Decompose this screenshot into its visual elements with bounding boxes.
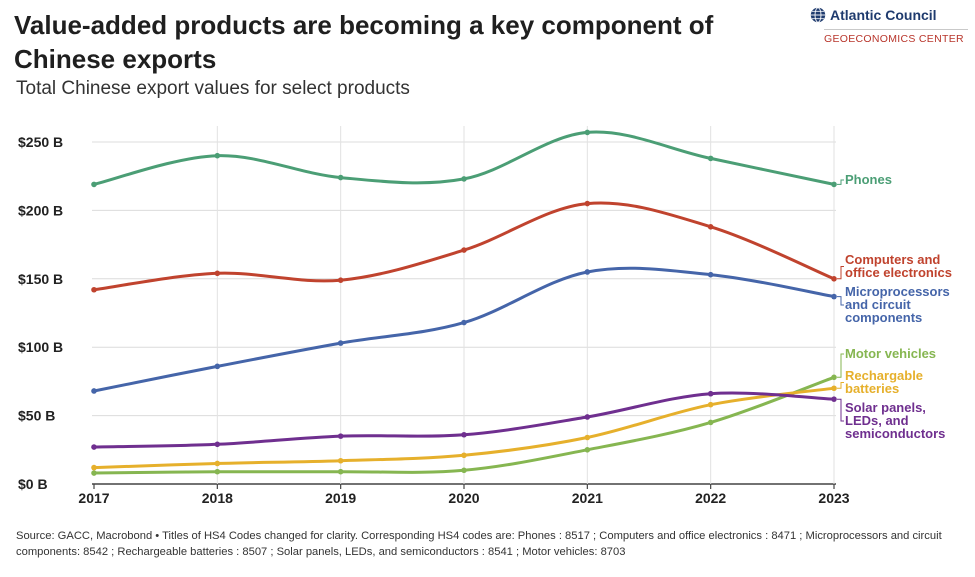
data-point-microprocessors-and-circuit-components — [214, 363, 221, 370]
data-point-solar-panels-leds-and-semiconductors — [214, 441, 221, 448]
y-tick-label: $50 B — [18, 408, 55, 424]
series-label-microprocessors-and-circuit-components: Microprocessors and circuit components — [845, 284, 950, 325]
data-point-rechargable-batteries — [461, 452, 467, 459]
series-label-computers-and-office-electronics: Computers and office electronics — [845, 252, 952, 280]
data-point-motor-vehicles — [337, 468, 344, 475]
label-connector — [837, 266, 844, 280]
chart-title: Value-added products are becoming a key … — [14, 10, 714, 74]
brand-center: GEOECONOMICS CENTER — [824, 33, 964, 45]
chart-subtitle: Total Chinese export values for select p… — [16, 78, 410, 99]
x-tick-label: 2021 — [572, 490, 603, 506]
data-point-phones — [707, 155, 714, 162]
label-connector — [837, 382, 844, 389]
data-point-rechargable-batteries — [707, 401, 714, 408]
data-point-phones — [214, 152, 221, 159]
x-tick-label: 2019 — [325, 490, 356, 506]
data-point-rechargable-batteries — [584, 434, 591, 441]
data-point-solar-panels-leds-and-semiconductors — [707, 390, 714, 397]
data-point-solar-panels-leds-and-semiconductors — [831, 396, 837, 402]
data-point-solar-panels-leds-and-semiconductors — [461, 431, 467, 438]
y-tick-label: $250 B — [18, 134, 63, 150]
data-point-motor-vehicles — [584, 447, 591, 453]
x-tick-label: 2022 — [695, 490, 726, 506]
data-point-solar-panels-leds-and-semiconductors — [91, 444, 97, 450]
data-point-rechargable-batteries — [831, 385, 837, 392]
data-point-microprocessors-and-circuit-components — [91, 388, 97, 394]
data-point-motor-vehicles — [91, 470, 97, 476]
y-tick-label: $100 B — [18, 339, 63, 355]
data-point-computers-and-office-electronics — [461, 247, 467, 253]
source-note: Source: GACC, Macrobond • Titles of HS4 … — [16, 530, 942, 558]
data-point-phones — [91, 181, 97, 188]
data-point-phones — [831, 181, 837, 188]
x-tick-label: 2018 — [202, 490, 233, 506]
data-point-motor-vehicles — [461, 467, 467, 474]
series-label-phones: Phones — [845, 172, 892, 187]
series-label-solar-panels-leds-and-semiconductors: Solar panels, LEDs, and semiconductors — [845, 400, 945, 441]
data-point-rechargable-batteries — [337, 457, 344, 464]
y-tick-label: $0 B — [18, 476, 48, 492]
data-point-motor-vehicles — [214, 468, 221, 475]
data-point-computers-and-office-electronics — [337, 277, 344, 283]
brand-name: Atlantic Council — [830, 7, 937, 23]
data-point-phones — [337, 174, 344, 181]
data-point-computers-and-office-electronics — [91, 286, 97, 293]
data-point-rechargable-batteries — [91, 464, 97, 471]
series-label-rechargable-batteries: Rechargable batteries — [845, 368, 923, 396]
data-point-motor-vehicles — [707, 419, 714, 426]
data-point-computers-and-office-electronics — [707, 224, 714, 230]
data-point-computers-and-office-electronics — [584, 200, 591, 207]
label-connector — [837, 353, 844, 378]
y-tick-label: $200 B — [18, 202, 63, 218]
x-tick-label: 2017 — [78, 490, 109, 506]
data-point-solar-panels-leds-and-semiconductors — [337, 433, 344, 439]
data-point-microprocessors-and-circuit-components — [337, 340, 344, 346]
label-connector — [837, 296, 844, 306]
globe-icon — [810, 7, 826, 23]
label-connector — [837, 179, 844, 185]
x-tick-label: 2023 — [818, 490, 849, 506]
data-point-microprocessors-and-circuit-components — [707, 271, 714, 278]
data-point-motor-vehicles — [831, 374, 837, 381]
data-point-microprocessors-and-circuit-components — [831, 293, 837, 300]
data-point-phones — [584, 129, 591, 136]
series-label-motor-vehicles: Motor vehicles — [845, 346, 936, 361]
data-point-solar-panels-leds-and-semiconductors — [584, 414, 591, 420]
label-connector — [837, 398, 844, 422]
brand-divider — [824, 29, 968, 30]
data-point-phones — [461, 176, 467, 182]
y-tick-label: $150 B — [18, 271, 63, 287]
data-point-microprocessors-and-circuit-components — [461, 319, 467, 326]
data-point-microprocessors-and-circuit-components — [584, 269, 591, 275]
data-point-rechargable-batteries — [214, 460, 221, 467]
data-point-computers-and-office-electronics — [831, 276, 837, 282]
data-point-computers-and-office-electronics — [214, 270, 221, 277]
x-tick-label: 2020 — [448, 490, 479, 506]
